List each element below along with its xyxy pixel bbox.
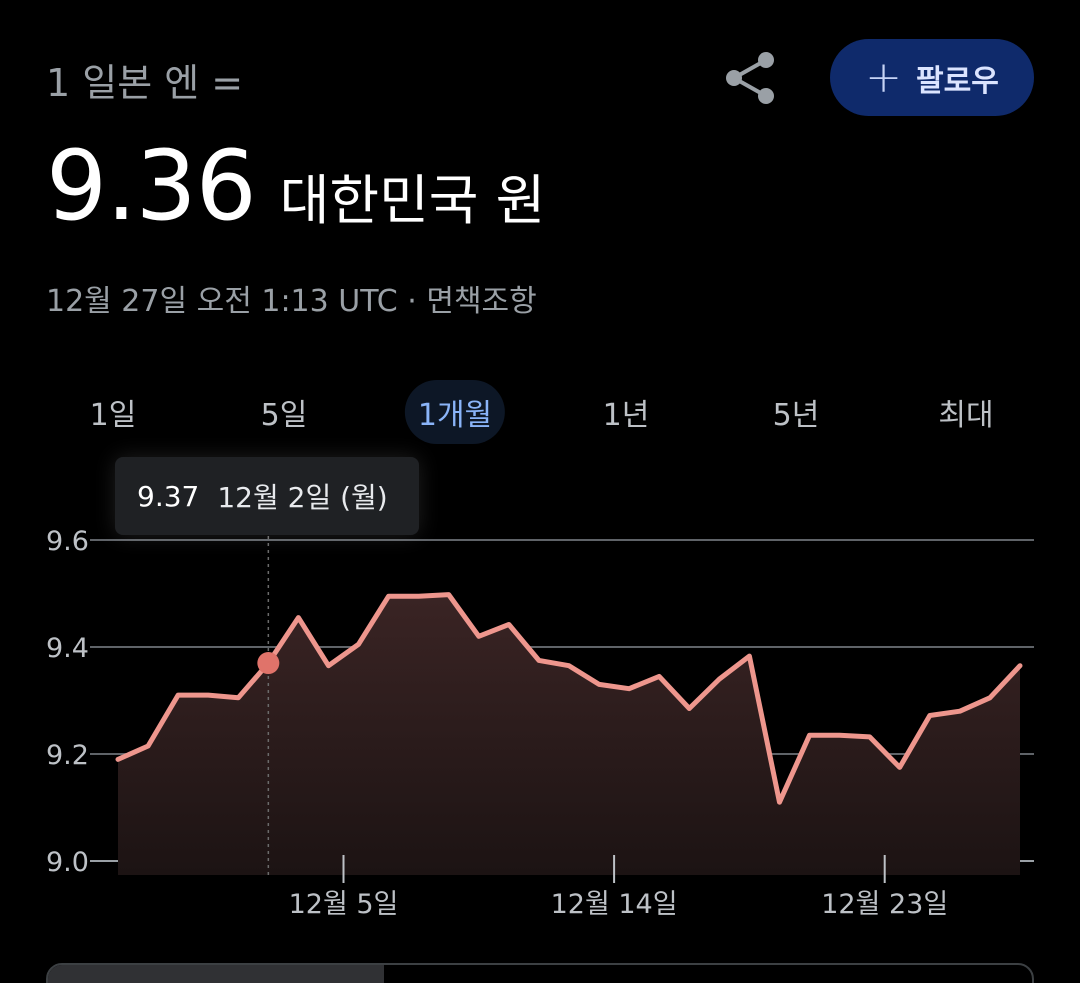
rate-value: 9.36 xyxy=(46,130,257,242)
x-tick-label: 12월 14일 xyxy=(551,889,678,920)
x-tick-label: 12월 5일 xyxy=(289,889,399,920)
share-icon xyxy=(726,52,774,104)
time-range-tabs: 1일 5일 1개월 1년 5년 최대 xyxy=(0,380,1080,444)
series-area xyxy=(118,594,1020,875)
tab-1m[interactable]: 1개월 xyxy=(418,380,492,444)
exchange-rate: 9.36 대한민국 원 xyxy=(46,130,545,242)
follow-button[interactable]: + 팔로우 xyxy=(830,39,1034,116)
tab-1d[interactable]: 1일 xyxy=(89,398,137,433)
bottom-converter-card xyxy=(46,963,1034,983)
tab-max[interactable]: 최대 xyxy=(938,398,994,433)
timestamp-disclaimer: 12월 27일 오전 1:13 UTC · 면책조항 xyxy=(46,284,537,319)
conversion-label: 1 일본 엔 = xyxy=(46,61,244,105)
x-tick-label: 12월 23일 xyxy=(821,889,948,920)
tooltip-date: 12월 2일 (월) xyxy=(217,481,388,514)
highlight-point xyxy=(257,652,280,675)
chart-tooltip: 9.37 12월 2일 (월) xyxy=(115,457,419,535)
tooltip-value: 9.37 xyxy=(137,479,200,513)
tab-5y[interactable]: 5년 xyxy=(772,398,820,433)
tab-1y[interactable]: 1년 xyxy=(602,398,650,433)
bottom-card-tab[interactable] xyxy=(48,965,384,983)
chart-svg[interactable]: 9.6 9.4 9.2 9.0 12월 5일 12월 14일 12월 23일 xyxy=(0,440,1080,940)
rate-unit: 대한민국 원 xyxy=(279,169,546,232)
plus-icon: + xyxy=(865,51,903,103)
y-tick-label: 9.0 xyxy=(46,847,89,878)
share-button[interactable] xyxy=(718,45,782,111)
y-tick-label: 9.6 xyxy=(46,526,89,557)
y-tick-label: 9.2 xyxy=(46,740,89,771)
exchange-rate-chart[interactable]: 9.6 9.4 9.2 9.0 12월 5일 12월 14일 12월 23일 xyxy=(0,440,1080,940)
tab-5d[interactable]: 5일 xyxy=(260,398,308,433)
follow-label: 팔로우 xyxy=(916,63,999,99)
y-tick-label: 9.4 xyxy=(46,633,89,664)
